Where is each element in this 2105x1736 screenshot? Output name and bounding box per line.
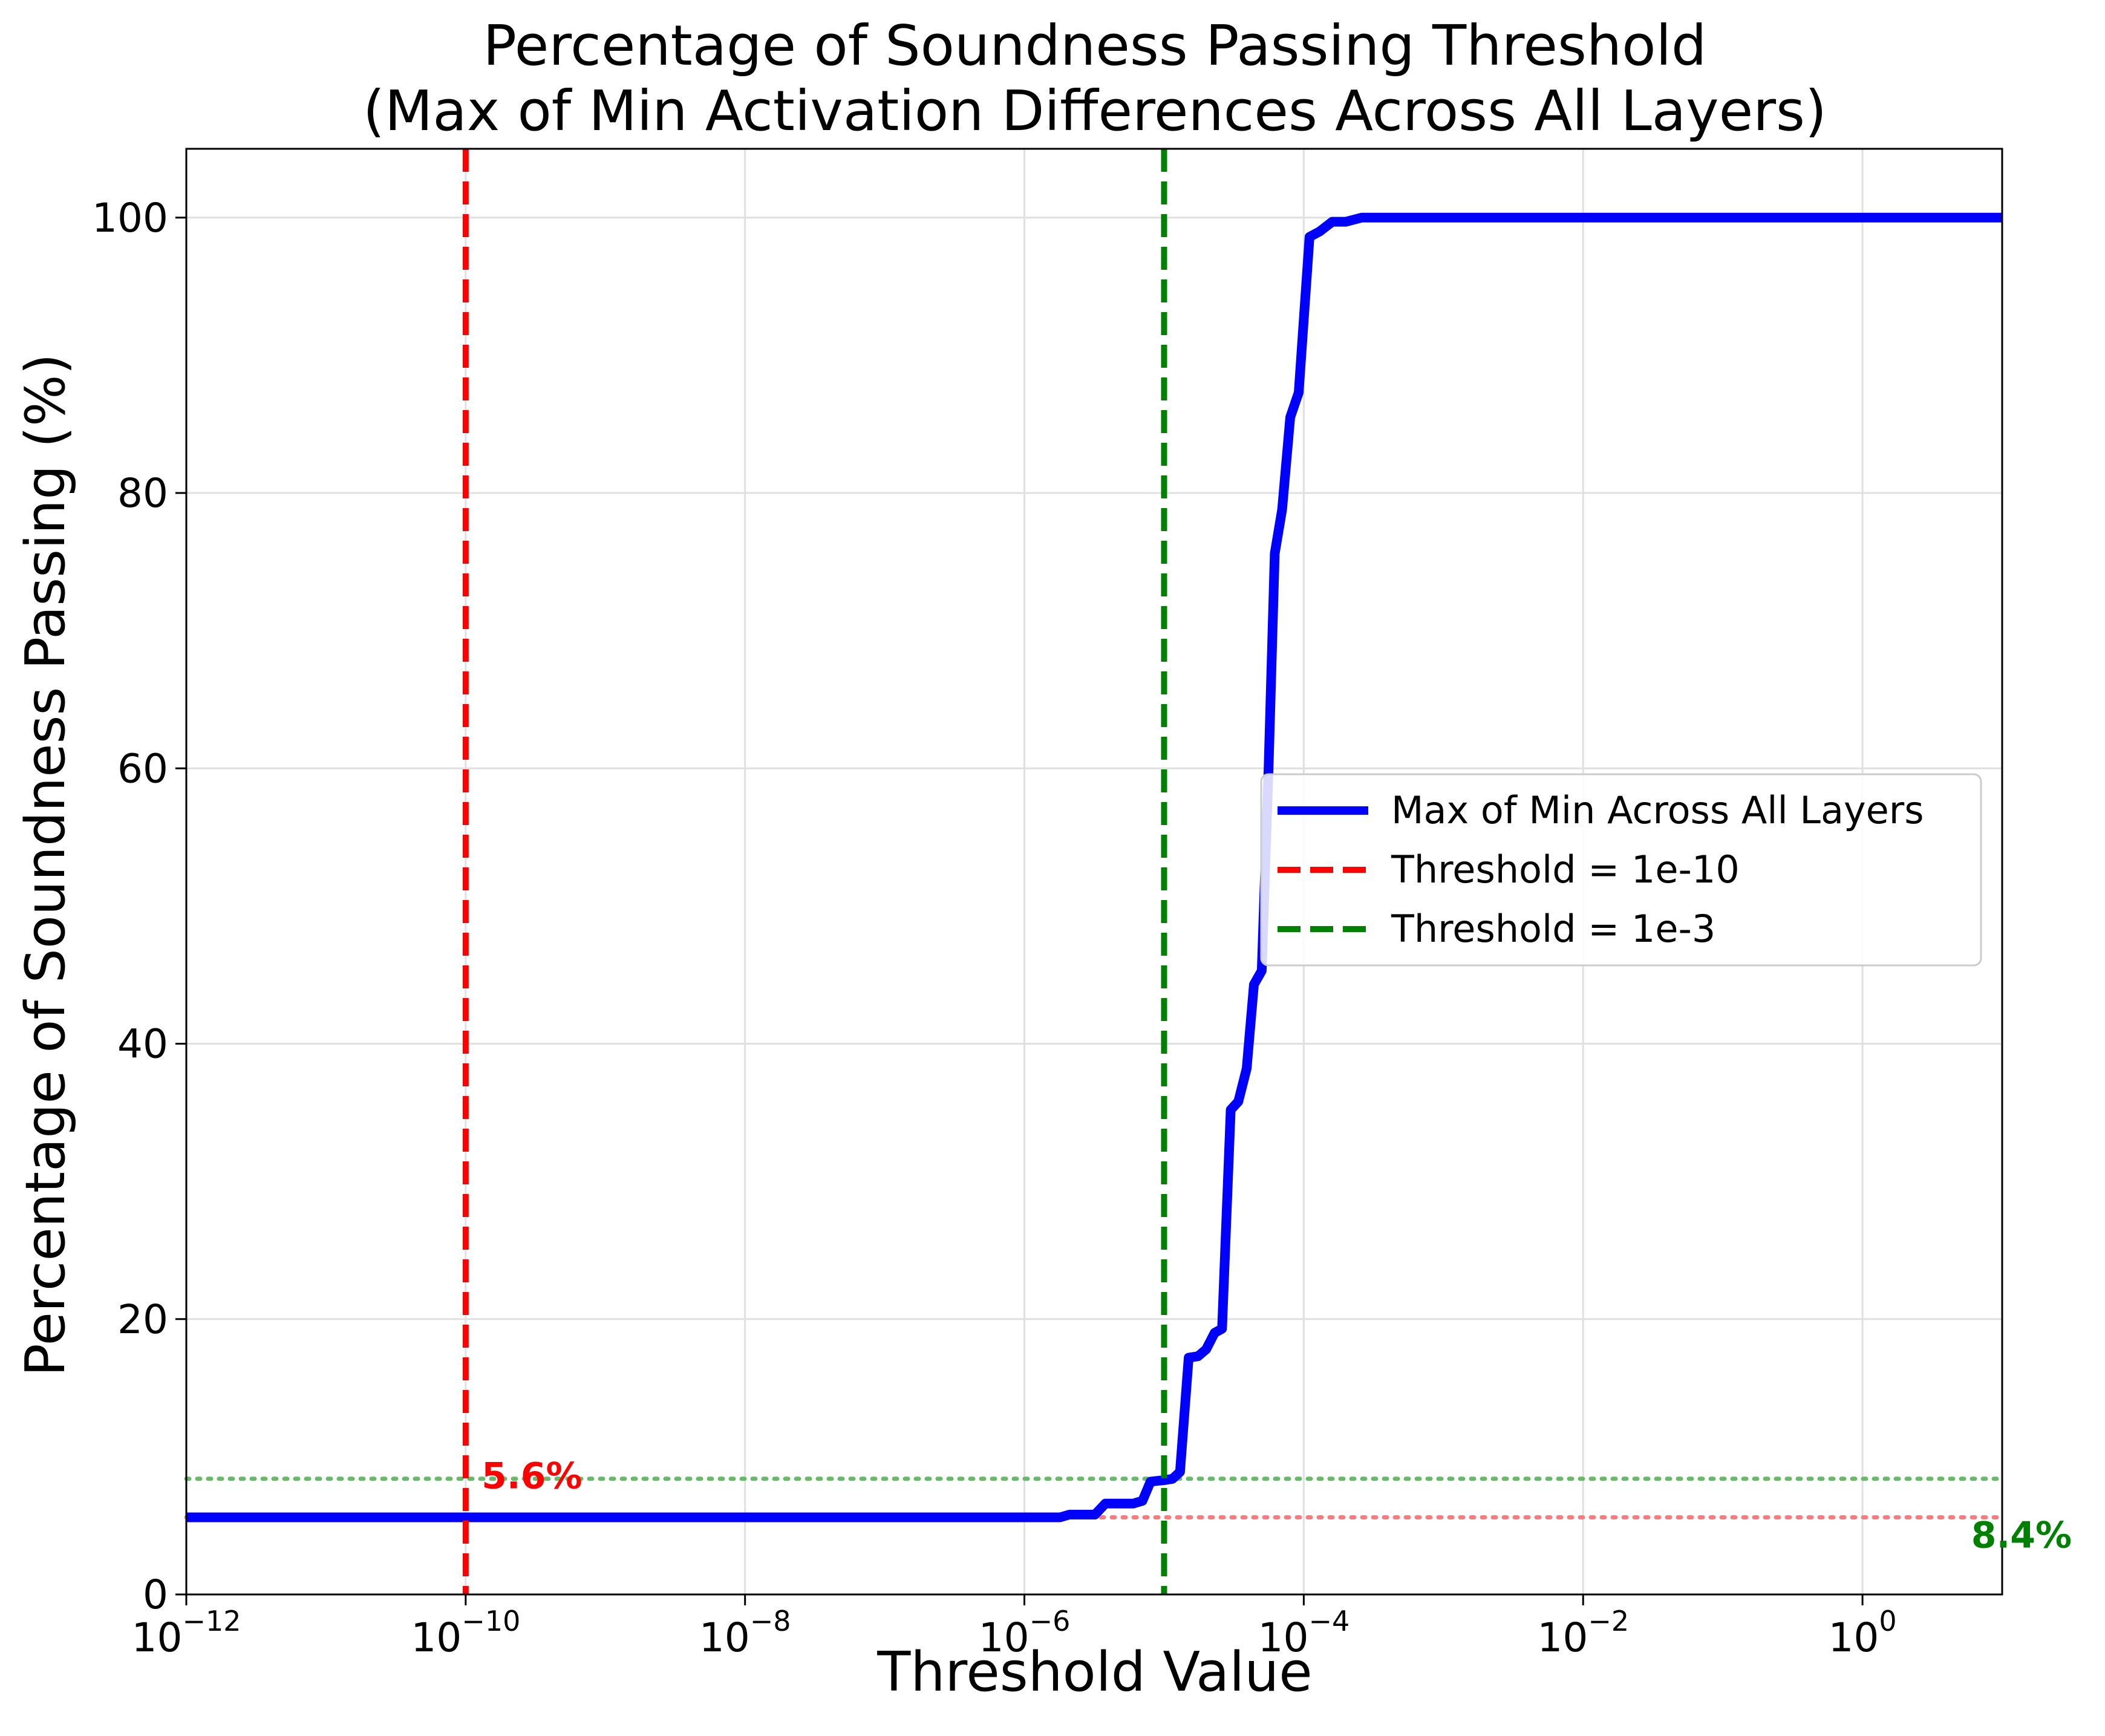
annotation-0: 5.6% (481, 1455, 582, 1498)
y-tick-label-5: 100 (92, 195, 168, 241)
x-tick-label-6: 100 (1828, 1605, 1896, 1661)
series-line-0 (186, 212, 2002, 1522)
y-tick-label-3: 60 (117, 745, 168, 792)
legend-box (1260, 773, 1982, 967)
legend-label-green-threshold: Threshold = 1e-3 (1391, 907, 1715, 951)
x-axis-label: Threshold Value (876, 1640, 1312, 1704)
legend: Max of Min Across All Layers Threshold =… (1260, 773, 1982, 967)
chart-title: Percentage of Soundness Passing Threshol… (483, 13, 1707, 78)
x-tick-label-5: 10−2 (1537, 1605, 1629, 1661)
x-tick-label-1: 10−10 (411, 1605, 520, 1661)
y-tick-label-4: 80 (117, 470, 168, 517)
y-tick-label-2: 40 (117, 1021, 168, 1068)
x-tick-label-3: 10−6 (979, 1605, 1071, 1661)
y-tick-label-1: 20 (117, 1296, 168, 1343)
legend-label-series: Max of Min Across All Layers (1391, 788, 1924, 832)
y-axis-label: Percentage of Soundness Passing (%) (14, 353, 77, 1376)
x-tick-label-2: 10−8 (699, 1605, 791, 1661)
x-tick-label-4: 10−4 (1258, 1605, 1349, 1661)
x-tick-label-0: 10−12 (131, 1605, 241, 1661)
annotation-1: 8.4% (1971, 1515, 2072, 1557)
plot-frame (185, 148, 2003, 1596)
chart-subtitle: (Max of Min Activation Differences Acros… (363, 79, 1827, 143)
y-tick-label-0: 0 (143, 1571, 168, 1618)
legend-label-red-threshold: Threshold = 1e-10 (1391, 847, 1740, 892)
